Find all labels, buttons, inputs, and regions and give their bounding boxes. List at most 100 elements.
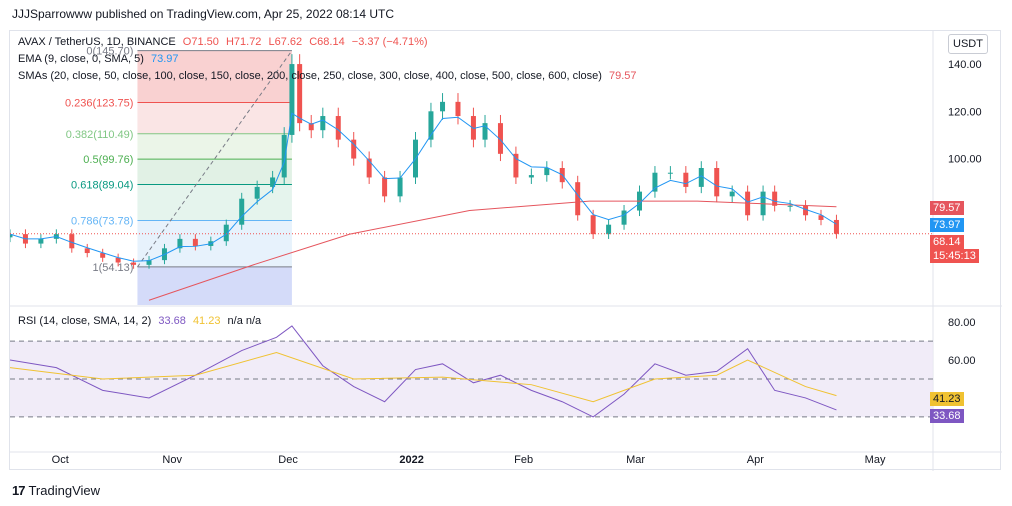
rsi-tick-label: 80.00: [948, 317, 976, 329]
rsi-value: 33.68: [158, 315, 186, 327]
candle-body: [10, 234, 13, 238]
ohlc-low: L67.62: [268, 36, 303, 48]
fib-level-label: 0.618(89.04): [71, 179, 133, 191]
publisher-line: JJJSparrowww published on TradingView.co…: [12, 7, 394, 21]
rsi-ma-line: [10, 351, 837, 403]
candle-body: [575, 182, 581, 216]
sma-legend[interactable]: SMAs (20, close, 50, close, 100, close, …: [18, 70, 641, 82]
candle-body: [270, 177, 276, 187]
candle-body: [440, 101, 446, 112]
time-tick-label: Dec: [278, 454, 298, 466]
candle-body: [683, 172, 689, 187]
candle-body: [192, 238, 198, 246]
candle-body: [590, 215, 596, 235]
countdown-label: 15:45:13: [930, 249, 979, 263]
candle-body: [100, 253, 106, 258]
chart-frame[interactable]: 140.00 120.00 100.00 80.00 60.00 Oct Nov Dec 202…: [9, 30, 1002, 471]
candle-body: [621, 210, 627, 225]
candle-body: [528, 175, 534, 178]
sma-value: 79.57: [609, 70, 637, 82]
fib-zone: [137, 50, 292, 103]
fib-zone: [137, 159, 292, 185]
ema-legend[interactable]: EMA (9, close, 0, SMA, 5) 73.97: [18, 53, 183, 65]
candle-body: [239, 198, 245, 225]
fib-level-label: 0.382(110.49): [66, 129, 134, 141]
candle-body: [84, 248, 90, 254]
price-tick-label: 100.00: [948, 154, 982, 166]
symbol-title: AVAX / TetherUS, 1D, BINANCE: [18, 36, 176, 48]
candle-body: [308, 123, 314, 131]
rsi-na: n/a n/a: [227, 315, 262, 327]
candle-body: [787, 205, 793, 207]
fib-level-label: 0.5(99.76): [83, 154, 133, 166]
candle-body: [335, 116, 341, 140]
ema-price-label: 73.97: [930, 218, 964, 232]
sma-price-label: 79.57: [930, 201, 964, 215]
rsi-ma-price-label: 41.23: [930, 392, 964, 406]
candle-body: [497, 123, 503, 154]
rsi-ma-value: 41.23: [192, 315, 221, 327]
time-tick-label: May: [865, 454, 886, 466]
candle-body: [351, 139, 357, 159]
candle-body: [289, 64, 295, 135]
ohlc-close: C68.14: [309, 36, 345, 48]
candle-body: [698, 168, 704, 187]
candle-body: [366, 158, 372, 178]
rsi-line: [10, 325, 837, 418]
tradingview-brand: TradingView: [28, 483, 101, 498]
candle-body: [281, 134, 287, 178]
time-tick-label: 2022: [399, 454, 423, 466]
rsi-price-label: 33.68: [930, 409, 964, 423]
time-tick-label: Feb: [514, 454, 533, 466]
tradingview-logo[interactable]: 17 TradingView: [12, 483, 100, 498]
candle-body: [146, 260, 152, 265]
candle-body: [544, 168, 550, 176]
symbol-legend: AVAX / TetherUS, 1D, BINANCE O71.50 H71.…: [18, 36, 432, 48]
fib-level-label: 0.236(123.75): [65, 97, 134, 109]
price-tick-label: 140.00: [948, 59, 982, 71]
candle-body: [667, 172, 673, 174]
rsi-legend[interactable]: RSI (14, close, SMA, 14, 2) 33.68 41.23 …: [18, 315, 265, 327]
ema-label: EMA (9, close, 0, SMA, 5): [18, 53, 144, 65]
fib-level-label: 1(54.13): [92, 262, 133, 274]
fib-level-label: 0(145.70): [86, 46, 133, 58]
fib-zone: [137, 102, 292, 134]
fib-zone-extension: [137, 266, 292, 305]
candle-body: [223, 224, 229, 242]
candle-body: [38, 238, 44, 244]
candle-body: [320, 116, 326, 131]
candle-body: [714, 168, 720, 197]
candle-body: [513, 153, 519, 178]
chart-canvas[interactable]: 140.00 120.00 100.00 80.00 60.00 Oct Nov Dec 202…: [10, 31, 1002, 471]
time-tick-label: Oct: [52, 454, 69, 466]
candle-body: [297, 64, 303, 124]
time-tick-label: Apr: [747, 454, 764, 466]
fib-level-label: 0.786(73.78): [71, 215, 133, 227]
candle-body: [382, 177, 388, 197]
candle-body: [397, 177, 403, 197]
ohlc-change: −3.37 (−4.71%): [351, 36, 428, 48]
candle-body: [177, 238, 183, 249]
candle-body: [482, 123, 488, 140]
candle-body: [455, 101, 461, 117]
candle-body: [69, 234, 75, 249]
candle-body: [428, 111, 434, 140]
sma-line: [148, 200, 837, 301]
fib-zone: [137, 184, 292, 221]
rsi-tick-label: 60.00: [948, 355, 976, 367]
candle-body: [729, 191, 735, 197]
candle-body: [652, 172, 658, 192]
candle-body: [818, 215, 824, 220]
last-price-label: 68.14: [930, 235, 964, 249]
tradingview-mark-icon: 17: [12, 483, 26, 498]
candle-body: [772, 191, 778, 206]
fib-trend-line: [137, 50, 293, 268]
rsi-label: RSI (14, close, SMA, 14, 2): [18, 315, 152, 327]
candle-body: [833, 219, 839, 234]
currency-button[interactable]: USDT: [948, 34, 988, 54]
candle-body: [803, 205, 809, 216]
ohlc-open: O71.50: [182, 36, 219, 48]
ema-line: [10, 112, 837, 262]
time-tick-label: Mar: [626, 454, 645, 466]
candle-body: [131, 262, 137, 265]
